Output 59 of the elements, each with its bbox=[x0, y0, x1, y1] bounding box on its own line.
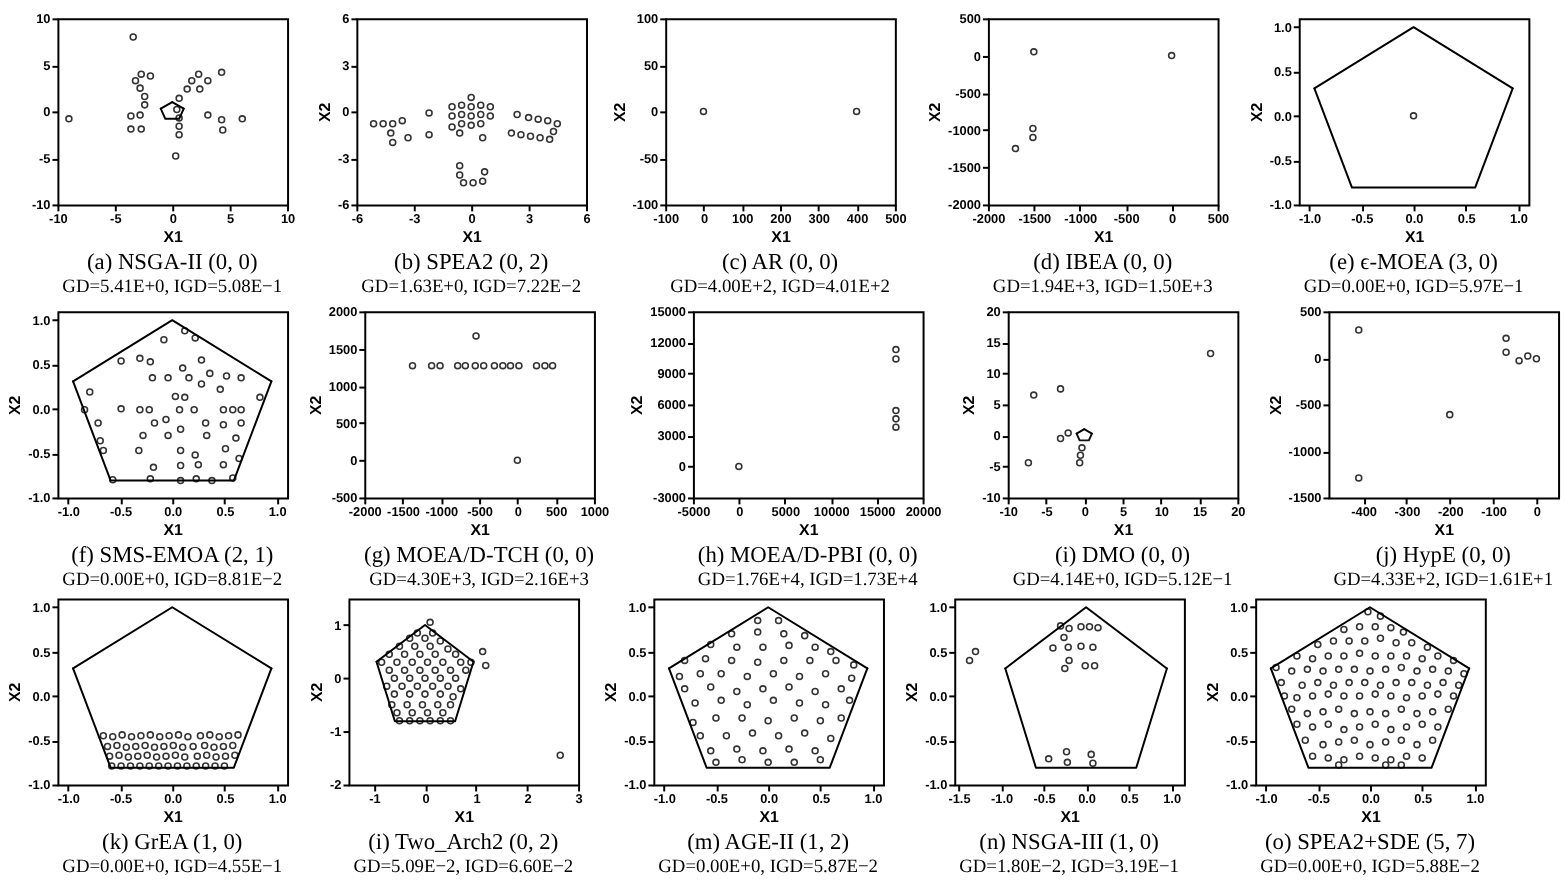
y-axis-title: X2 bbox=[602, 681, 621, 703]
text: GD=5.09E−2, IGD=6.60E−2 bbox=[353, 857, 574, 878]
x-axis-title: X1 bbox=[163, 808, 185, 827]
x-axis-title: X1 bbox=[470, 521, 491, 540]
y-axis-title: X2 bbox=[308, 681, 327, 703]
text: (e) ϵ-MOEA (3, 0) bbox=[1329, 250, 1499, 275]
x-axis-title: X1 bbox=[1094, 228, 1115, 247]
x-axis-title: X1 bbox=[1434, 521, 1456, 540]
y-axis-title: X2 bbox=[1247, 101, 1266, 123]
text: (f) SMS-EMOA (2, 1) bbox=[71, 543, 274, 568]
x-axis-title: X1 bbox=[454, 808, 476, 827]
x-axis-title: X1 bbox=[1404, 228, 1426, 247]
text: GD=0.00E+0, IGD=4.55E−1 bbox=[62, 857, 283, 878]
text: GD=4.33E+2, IGD=1.61E+1 bbox=[1333, 570, 1554, 591]
y-axis-title: X2 bbox=[6, 394, 25, 416]
x-axis-title: X1 bbox=[759, 808, 781, 827]
y-axis-title: X2 bbox=[960, 394, 979, 416]
text: GD=4.00E+2, IGD=4.01E+2 bbox=[670, 277, 891, 298]
x-axis-title: X1 bbox=[771, 228, 792, 247]
x-axis-title: X1 bbox=[1113, 521, 1135, 540]
y-axis-title: X2 bbox=[610, 101, 629, 123]
text: (k) GrEA (1, 0) bbox=[102, 830, 243, 855]
text: (a) NSGA-II (0, 0) bbox=[86, 250, 258, 275]
y-axis-title: X2 bbox=[903, 681, 922, 703]
y-axis-title: X2 bbox=[1204, 681, 1223, 703]
text: GD=1.63E+0, IGD=7.22E−2 bbox=[361, 277, 582, 298]
text: GD=4.30E+3, IGD=2.16E+3 bbox=[369, 570, 590, 591]
x-axis-title: X1 bbox=[163, 228, 185, 247]
text: GD=0.00E+0, IGD=8.81E−2 bbox=[62, 570, 283, 591]
y-axis-title: X2 bbox=[306, 394, 325, 416]
x-axis-title: X1 bbox=[799, 521, 820, 540]
y-axis-title: X2 bbox=[1266, 394, 1285, 416]
x-axis-title: X1 bbox=[1361, 808, 1382, 827]
text: (i) Two_Arch2 (0, 2) bbox=[368, 830, 559, 855]
text: GD=1.94E+3, IGD=1.50E+3 bbox=[992, 277, 1214, 298]
text: GD=0.00E+0, IGD=5.88E−2 bbox=[1260, 857, 1481, 878]
text: (c) AR (0, 0) bbox=[721, 250, 839, 275]
y-axis-title: X2 bbox=[316, 101, 335, 123]
text: (i) DMO (0, 0) bbox=[1054, 543, 1191, 568]
y-axis-title: X2 bbox=[6, 681, 25, 703]
x-axis-title: X1 bbox=[1060, 808, 1081, 827]
text: GD=0.00E+0, IGD=5.97E−1 bbox=[1303, 277, 1525, 298]
text: (n) NSGA-III (1, 0) bbox=[979, 830, 1160, 855]
x-axis-title: X1 bbox=[163, 521, 185, 540]
text: GD=1.80E−2, IGD=3.19E−1 bbox=[959, 857, 1180, 878]
text: (d) IBEA (0, 0) bbox=[1033, 250, 1173, 275]
text: (o) SPEA2+SDE (5, 7) bbox=[1265, 830, 1476, 855]
text: GD=5.41E+0, IGD=5.08E−1 bbox=[62, 277, 283, 298]
y-axis-title: X2 bbox=[628, 394, 647, 416]
text: GD=1.76E+4, IGD=1.73E+4 bbox=[697, 570, 919, 591]
text: GD=0.00E+0, IGD=5.87E−2 bbox=[658, 857, 879, 878]
text: (g) MOEA/D-TCH (0, 0) bbox=[364, 543, 595, 568]
y-axis-title: X2 bbox=[926, 101, 945, 123]
text: (b) SPEA2 (0, 2) bbox=[394, 250, 549, 275]
text: GD=4.14E+0, IGD=5.12E−1 bbox=[1012, 570, 1233, 591]
text: (j) HypE (0, 0) bbox=[1375, 543, 1512, 568]
x-axis-title: X1 bbox=[462, 228, 484, 247]
text: (m) AGE-II (1, 2) bbox=[687, 830, 850, 855]
text: (h) MOEA/D-PBI (0, 0) bbox=[697, 543, 919, 568]
